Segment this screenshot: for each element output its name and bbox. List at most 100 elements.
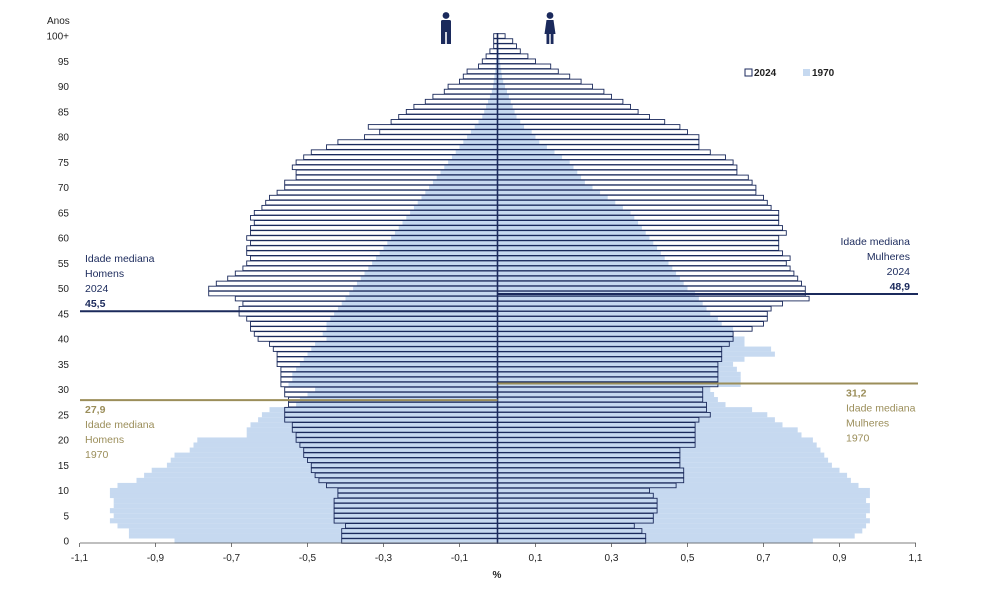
bar-1970-women-age-1 (497, 533, 855, 539)
y-axis-ticks: 0 5 10 15 20 25 30 35 40 45 50 55 60 65 70 75 80 85 90 95 10… (46, 32, 69, 548)
median-lines-group: 45,5 Idade mediana Homens 2024 48,9 Idade med… (80, 236, 918, 461)
y-tick-label: 20 (58, 436, 70, 447)
bar-1970-men-age-60 (391, 235, 498, 241)
bar-1970-men-age-35 (299, 361, 498, 367)
bar-2024-men-age-97 (489, 48, 498, 54)
bar-1970-men-age-31 (288, 381, 498, 387)
bar-2024-men-age-88 (432, 93, 498, 100)
y-tick-label: 30 (58, 385, 70, 396)
bar-1970-men-age-90 (492, 83, 498, 90)
bar-1970-women-age-76 (497, 154, 563, 160)
bar-1970-men-age-25 (261, 412, 498, 418)
bar-1970-women-age-41 (497, 331, 734, 337)
bar-1970-women-age-67 (497, 200, 616, 206)
bar-1970-men-age-24 (258, 417, 498, 423)
bar-1970-women-age-53 (497, 270, 677, 276)
bar-1970-men-age-57 (379, 250, 498, 256)
bar-1970-women-age-17 (497, 452, 825, 458)
y-tick-label: 80 (58, 133, 70, 144)
bar-1970-women-age-68 (497, 195, 608, 201)
bar-1970-men-age-9 (109, 493, 498, 499)
bar-1970-women-age-34 (497, 366, 737, 372)
bar-1970-women-age-32 (497, 376, 741, 382)
bar-1970-women-age-4 (497, 518, 870, 524)
bar-1970-men-age-75 (448, 159, 498, 165)
median-label-women-1970: Idade mediana (846, 402, 916, 414)
bar-1970-men-age-93 (495, 68, 498, 74)
bar-1970-men-age-13 (144, 472, 498, 478)
y-tick-label: 0 (63, 537, 69, 548)
bar-1970-men-age-7 (113, 503, 498, 509)
median-label-women-1970: 1970 (846, 432, 870, 444)
woman-icon (544, 12, 556, 44)
bar-1970-men-age-32 (292, 376, 498, 382)
bar-1970-women-age-54 (497, 265, 673, 271)
bar-1970-men-age-72 (436, 174, 498, 180)
bar-1970-men-age-82 (474, 124, 498, 130)
y-tick-label: 65 (58, 208, 70, 219)
y-axis-title: Anos (47, 16, 70, 27)
bar-1970-women-age-18 (497, 447, 821, 453)
bar-1970-men-age-89 (491, 89, 498, 95)
bar-1970-men-age-36 (303, 356, 498, 362)
bar-1970-men-age-66 (413, 205, 498, 211)
legend-swatch-1970 (803, 69, 810, 76)
median-value-women-1970: 31,2 (846, 387, 867, 399)
bar-1970-women-age-33 (497, 371, 741, 377)
x-axis-ticks: -1,1 -0,9 -0,7 -0,5 -0,3 -0,1 0,1 0,3 0,5 0,7 0,9 1… (71, 543, 923, 564)
bar-1970-women-age-64 (497, 215, 635, 221)
bar-2024-women-age-82 (497, 124, 681, 130)
x-tick-label: -0,7 (223, 553, 241, 564)
bar-2024-women-age-94 (497, 63, 552, 70)
bar-1970-women-age-30 (497, 386, 711, 393)
bar-2024-women-age-92 (497, 73, 571, 80)
median-label-men-2024: 2024 (85, 283, 109, 295)
bar-1970-men-age-59 (387, 240, 498, 246)
y-tick-label: 55 (58, 259, 70, 270)
y-tick-label: 70 (58, 183, 70, 194)
bar-1970-men-age-71 (432, 179, 498, 185)
bar-1970-women-age-47 (497, 301, 703, 307)
bar-1970-men-age-46 (337, 306, 498, 312)
bar-1970-women-age-75 (497, 159, 570, 165)
bar-2024-women-age-87 (497, 98, 624, 105)
bar-2024-men-age-92 (462, 73, 498, 80)
bar-1970-women-age-69 (497, 190, 601, 196)
median-label-women-1970: Mulheres (846, 417, 889, 429)
bar-1970-women-age-92 (497, 73, 503, 79)
bar-1970-men-age-68 (421, 195, 498, 201)
x-tick-label: -0,1 (451, 553, 469, 564)
bar-2024-men-age-85 (405, 108, 498, 115)
bar-1970-women-age-29 (497, 392, 715, 398)
bar-1970-men-age-83 (478, 119, 498, 125)
bar-1970-men-age-2 (128, 528, 498, 534)
bar-2024-men-age-89 (443, 88, 498, 95)
y-tick-label: 50 (58, 284, 70, 295)
bar-1970-men-age-77 (455, 149, 498, 155)
bar-1970-men-age-50 (353, 285, 498, 292)
bar-1970-men-age-6 (109, 508, 498, 514)
bar-1970-men-age-1 (128, 533, 498, 539)
bar-2024-women-age-93 (497, 68, 559, 75)
bar-2024-women-age-85 (497, 108, 639, 115)
bar-1970-women-age-13 (497, 472, 848, 478)
bar-1970-women-age-10 (497, 487, 870, 494)
bar-1970-men-age-86 (486, 104, 498, 110)
bar-1970-women-age-19 (497, 442, 817, 448)
median-label-women-2024: 2024 (887, 266, 911, 278)
bar-1970-men-age-67 (417, 200, 498, 206)
y-tick-label: 75 (58, 158, 70, 169)
bar-1970-men-age-87 (488, 99, 498, 105)
bar-1970-men-age-26 (269, 407, 498, 413)
bar-1970-men-age-84 (482, 114, 498, 120)
bar-1970-men-age-33 (292, 371, 498, 377)
bar-1970-women-age-83 (497, 119, 521, 125)
bar-1970-women-age-28 (497, 397, 718, 403)
y-tick-label: 25 (58, 410, 70, 421)
bar-1970-men-age-79 (463, 139, 498, 145)
x-tick-label: 0,9 (833, 553, 847, 564)
bar-1970-men-age-53 (364, 270, 498, 276)
bar-1970-women-age-60 (497, 235, 650, 241)
bar-1970-women-age-87 (497, 99, 511, 105)
bar-2024-men-age-90 (447, 83, 498, 90)
